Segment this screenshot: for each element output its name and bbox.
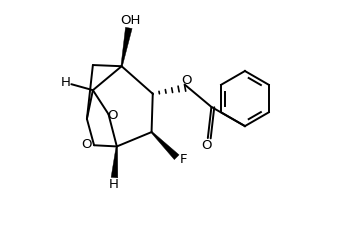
Text: O: O [181, 74, 192, 87]
Text: O: O [81, 137, 92, 150]
Polygon shape [151, 132, 179, 159]
Polygon shape [121, 27, 132, 66]
Text: OH: OH [120, 14, 140, 27]
Text: F: F [180, 153, 188, 166]
Polygon shape [111, 147, 118, 178]
Text: O: O [107, 109, 118, 122]
Text: O: O [201, 139, 212, 152]
Text: H: H [108, 178, 118, 191]
Text: H: H [61, 76, 71, 89]
